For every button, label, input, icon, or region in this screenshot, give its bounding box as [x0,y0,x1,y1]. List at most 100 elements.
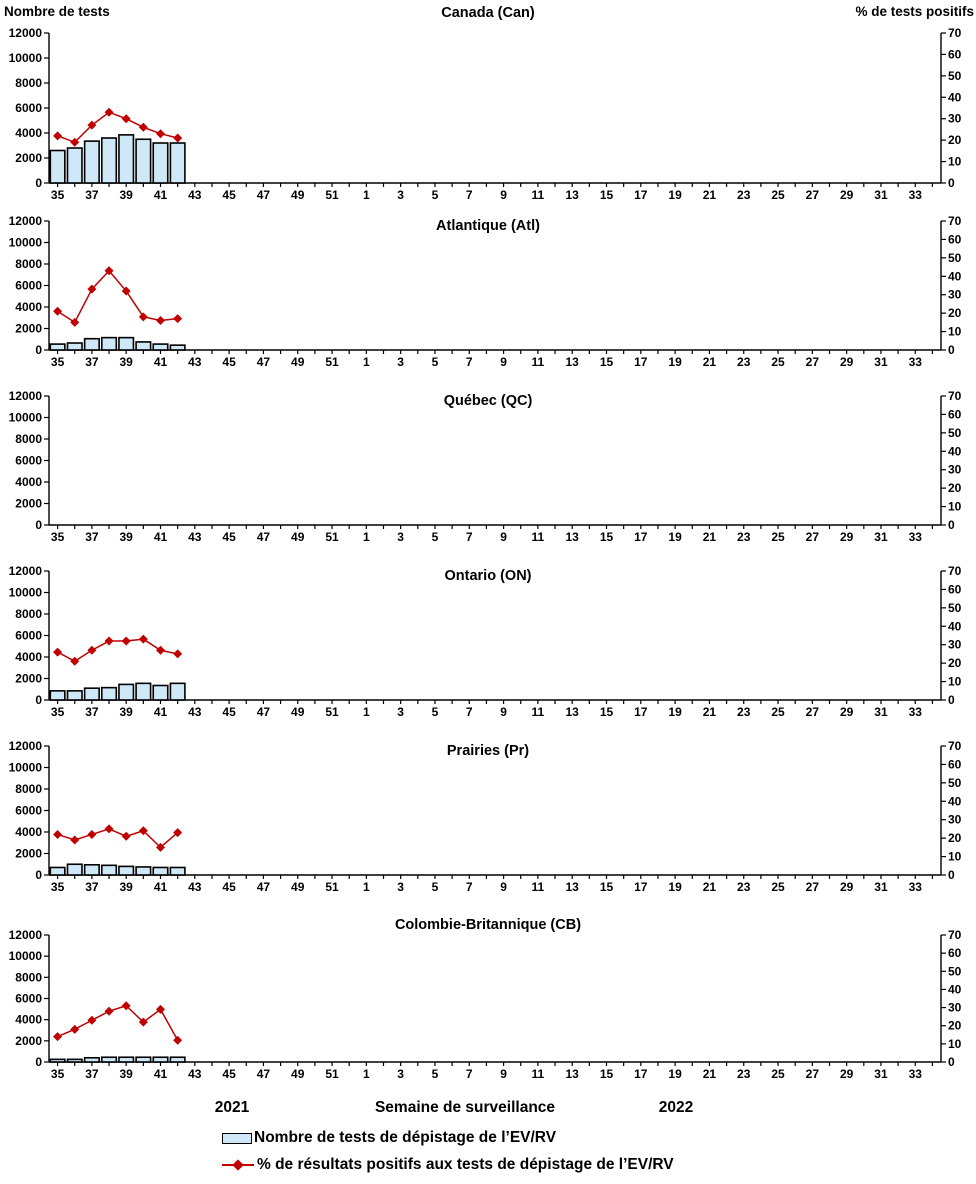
svg-text:21: 21 [703,1067,717,1081]
svg-text:10: 10 [948,155,962,169]
svg-text:23: 23 [737,355,751,369]
svg-text:8000: 8000 [15,607,42,621]
svg-text:2000: 2000 [15,847,42,861]
svg-text:10000: 10000 [9,411,43,425]
svg-text:3: 3 [397,188,404,202]
svg-text:7: 7 [466,530,473,544]
svg-text:4000: 4000 [15,650,42,664]
svg-text:70: 70 [948,928,962,942]
svg-text:15: 15 [600,188,614,202]
svg-text:29: 29 [840,530,854,544]
svg-text:10000: 10000 [9,51,43,65]
panel-ontario: Ontario (ON) 0 2000 4000 6000 8000 10000 12000… [0,555,976,730]
legend-tests-label: Nombre de tests de dépistage de l’EV/RV [254,1129,557,1146]
svg-text:31: 31 [874,1067,888,1081]
panel-canada: Nombre de tests % de tests positifs Cana… [0,0,976,205]
svg-text:11: 11 [532,188,545,202]
svg-text:45: 45 [222,188,236,202]
svg-text:70: 70 [948,564,962,578]
svg-text:31: 31 [874,530,888,544]
svg-text:12000: 12000 [9,564,43,578]
svg-text:10000: 10000 [9,586,43,600]
svg-text:50: 50 [948,964,962,978]
svg-text:45: 45 [222,880,236,894]
svg-text:35: 35 [51,355,65,369]
svg-text:0: 0 [35,518,42,532]
svg-text:45: 45 [222,705,236,719]
svg-text:1: 1 [363,1067,370,1081]
svg-text:43: 43 [188,705,202,719]
x-axis-title: Semaine de surveillance [374,1099,556,1116]
svg-text:25: 25 [771,530,785,544]
svg-text:19: 19 [668,705,682,719]
svg-text:13: 13 [566,1067,580,1081]
svg-text:30: 30 [948,288,962,302]
svg-text:10: 10 [948,500,962,514]
svg-text:51: 51 [325,188,339,202]
panel-title-ontario: Ontario (ON) [444,568,532,584]
svg-text:40: 40 [948,619,962,633]
svg-text:29: 29 [840,188,854,202]
svg-text:35: 35 [51,880,65,894]
svg-text:30: 30 [948,112,962,126]
footer: 2021 Semaine de surveillance 2022 Nombre… [0,1090,976,1184]
svg-text:37: 37 [85,705,99,719]
legend-line-swatch [222,1158,254,1171]
svg-text:47: 47 [257,530,271,544]
svg-text:35: 35 [51,705,65,719]
svg-text:0: 0 [35,343,42,357]
left-axis-title: Nombre de tests [4,4,110,19]
svg-text:11: 11 [532,530,545,544]
svg-text:20: 20 [948,656,962,670]
svg-text:10: 10 [948,325,962,339]
svg-text:11: 11 [532,705,545,719]
svg-text:51: 51 [325,530,339,544]
svg-text:13: 13 [566,705,580,719]
svg-text:27: 27 [806,188,820,202]
svg-text:5: 5 [432,355,439,369]
legend-bar-swatch [222,1132,252,1144]
svg-text:3: 3 [397,530,404,544]
svg-text:49: 49 [291,530,305,544]
svg-text:0: 0 [948,176,955,190]
svg-text:10000: 10000 [9,949,43,963]
right-axis-title: % de tests positifs [855,4,974,19]
svg-text:6000: 6000 [15,992,42,1006]
svg-text:4000: 4000 [15,475,42,489]
svg-text:13: 13 [566,530,580,544]
svg-text:21: 21 [703,188,717,202]
svg-text:39: 39 [120,1067,134,1081]
svg-text:17: 17 [634,355,648,369]
svg-text:12000: 12000 [9,739,43,753]
svg-text:51: 51 [325,355,339,369]
svg-text:19: 19 [668,1067,682,1081]
svg-text:6000: 6000 [15,279,42,293]
svg-text:3: 3 [397,880,404,894]
svg-text:25: 25 [771,880,785,894]
svg-text:43: 43 [188,530,202,544]
svg-text:27: 27 [806,880,820,894]
year-2021-label: 2021 [214,1099,250,1116]
svg-text:20: 20 [948,831,962,845]
svg-text:33: 33 [909,530,923,544]
svg-text:49: 49 [291,188,305,202]
panel-title-prairies: Prairies (Pr) [446,743,530,759]
svg-text:8000: 8000 [15,257,42,271]
svg-text:0: 0 [35,868,42,882]
svg-text:8000: 8000 [15,782,42,796]
svg-text:29: 29 [840,705,854,719]
svg-text:60: 60 [948,407,962,421]
svg-text:40: 40 [948,444,962,458]
svg-text:6000: 6000 [15,101,42,115]
svg-text:51: 51 [325,705,339,719]
svg-text:35: 35 [51,1067,65,1081]
panel-title-colombie-britannique: Colombie-Britannique (CB) [394,917,582,933]
svg-text:21: 21 [703,880,717,894]
svg-text:11: 11 [532,1067,545,1081]
svg-text:15: 15 [600,705,614,719]
svg-text:27: 27 [806,1067,820,1081]
svg-text:43: 43 [188,188,202,202]
svg-text:8000: 8000 [15,970,42,984]
svg-text:20: 20 [948,481,962,495]
